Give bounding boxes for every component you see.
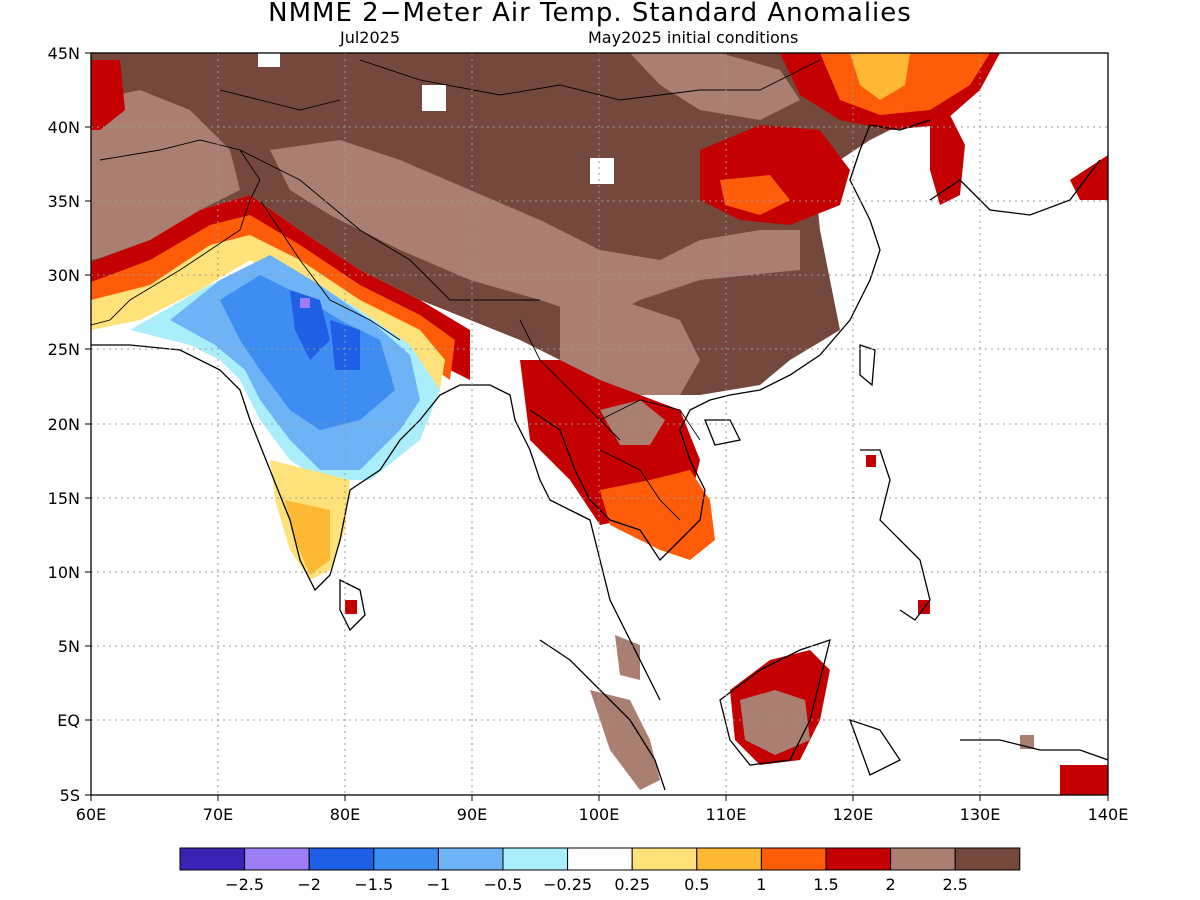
colorbar xyxy=(179,847,1021,871)
colorbar-swatch xyxy=(179,847,246,871)
anomaly-gap-cell xyxy=(590,158,614,184)
lat-label: 40N xyxy=(48,118,80,137)
colorbar-swatch xyxy=(373,847,439,871)
colorbar-swatch xyxy=(696,847,762,871)
colorbar-label: 1 xyxy=(756,875,766,894)
colorbar-label: −2 xyxy=(297,875,321,894)
colorbar-labels: −2.5 −2 −1.5 −1 −0.5 −0.25 0.25 0.5 1 1.5 2 2.5 xyxy=(225,875,968,894)
colorbar-label: −2.5 xyxy=(225,875,264,894)
lat-label: 25N xyxy=(48,340,80,359)
colorbar-swatch xyxy=(954,847,1021,871)
anomaly-region-japan-warm xyxy=(1070,155,1108,200)
lat-label: 5S xyxy=(60,786,80,805)
lon-label: 110E xyxy=(706,805,747,824)
lat-label: 20N xyxy=(48,415,80,434)
colorbar-swatch xyxy=(890,847,956,871)
anomaly-region-borneo-brown xyxy=(740,690,810,755)
anomaly-region-manchuria-hotter xyxy=(850,53,910,100)
anomaly-region-pakistan-orange xyxy=(91,215,455,380)
lat-label: 15N xyxy=(48,489,80,508)
colorbar-label: −1.5 xyxy=(354,875,393,894)
anomaly-region-north-china-hot xyxy=(720,175,790,215)
colorbar-swatch xyxy=(308,847,375,871)
graticule xyxy=(91,53,1108,795)
anomaly-region-south-india-orange xyxy=(285,500,330,575)
anomaly-region-korea-warm xyxy=(930,115,965,205)
colorbar-swatch xyxy=(567,847,633,871)
lat-label: EQ xyxy=(57,711,80,730)
colorbar-swatch xyxy=(631,847,698,871)
colorbar-swatch xyxy=(437,847,504,871)
colorbar-label: 0.25 xyxy=(614,875,650,894)
longitude-labels: 60E 70E 80E 90E 100E 110E 120E 130E 140E xyxy=(76,805,1129,824)
anomaly-region-caspian-warm xyxy=(91,60,125,130)
lat-label: 35N xyxy=(48,192,80,211)
anomaly-region-malaya-brown xyxy=(615,635,640,680)
colorbar-swatch xyxy=(502,847,569,871)
lon-label: 120E xyxy=(833,805,874,824)
lat-label: 10N xyxy=(48,563,80,582)
colorbar-label: −0.25 xyxy=(543,875,592,894)
colorbar-label: 2 xyxy=(886,875,896,894)
lon-label: 130E xyxy=(960,805,1001,824)
colorbar-label: −0.5 xyxy=(484,875,523,894)
country-borders xyxy=(91,59,821,521)
lon-label: 60E xyxy=(76,805,106,824)
anomaly-region-new-guinea-warm xyxy=(1060,765,1108,795)
anomaly-region-sumatra-brown xyxy=(590,690,660,790)
anomaly-region-indochina-orange xyxy=(600,470,715,560)
colorbar-swatch xyxy=(825,847,892,871)
initial-conditions: May2025 initial conditions xyxy=(588,28,799,47)
lat-label: 5N xyxy=(58,637,80,656)
colorbar-label: 1.5 xyxy=(813,875,838,894)
anomaly-region-south-china-light xyxy=(560,300,700,395)
axis-ticks xyxy=(85,52,1109,801)
colorbar-label: 0.5 xyxy=(684,875,709,894)
anomaly-region-india-coldest-2 xyxy=(330,320,360,370)
anomaly-region-philippines-cell xyxy=(866,455,876,467)
forecast-month: Jul2025 xyxy=(340,28,401,47)
lat-label: 30N xyxy=(48,266,80,285)
latitude-labels: 45N 40N 35N 30N 25N 20N 15N 10N 5N EQ 5S xyxy=(48,44,80,805)
colorbar-swatch xyxy=(244,847,310,871)
anomaly-region-india-extreme-cell xyxy=(300,298,310,308)
colorbar-label: −1 xyxy=(427,875,451,894)
colorbar-label: 2.5 xyxy=(942,875,967,894)
map-title: NMME 2−Meter Air Temp. Standard Anomalie… xyxy=(268,0,912,28)
lon-label: 140E xyxy=(1088,805,1129,824)
lon-label: 100E xyxy=(579,805,620,824)
coastlines xyxy=(91,119,1108,791)
anomaly-region-pakistan-yellow xyxy=(91,235,445,390)
anomaly-gap-cell xyxy=(258,53,280,67)
anomaly-region-mongolia-light xyxy=(630,53,800,120)
lon-label: 80E xyxy=(330,805,360,824)
lon-label: 90E xyxy=(457,805,487,824)
colorbar-swatch xyxy=(760,847,827,871)
anomaly-region-indochina-brown xyxy=(600,400,665,445)
lon-label: 70E xyxy=(203,805,233,824)
anomaly-region-sri-lanka-cell xyxy=(345,600,357,614)
anomaly-region-iran-light xyxy=(91,90,240,260)
lat-label: 45N xyxy=(48,44,80,63)
anomaly-gap-cell xyxy=(422,85,446,111)
